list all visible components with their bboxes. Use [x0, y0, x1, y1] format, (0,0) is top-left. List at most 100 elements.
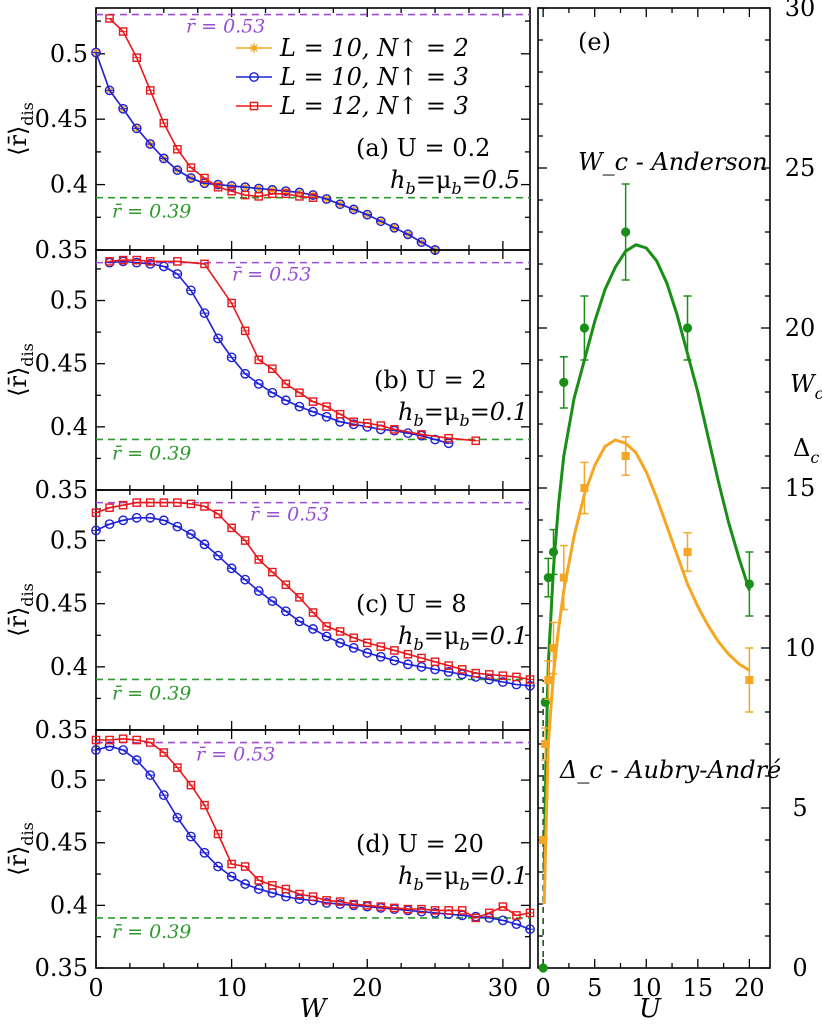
- dc-point: [683, 548, 692, 556]
- panel-b-point: [226, 352, 237, 363]
- panel-a-point: [172, 165, 183, 176]
- wc-points: [538, 183, 754, 973]
- panel-b-point: [280, 395, 291, 406]
- panel-d-point: [253, 884, 264, 894]
- panel-d-ytick-label: 0.5: [50, 766, 88, 794]
- panel-a-point: [416, 237, 427, 248]
- panel-c-point: [186, 529, 196, 540]
- panel-c-point: [321, 631, 332, 642]
- panel-c-ytick-label: 0.5: [50, 527, 88, 555]
- panel-c-point: [158, 515, 169, 526]
- panel-b-ytick-label: 0.4: [50, 413, 88, 441]
- panel-e-ytick-label: 0: [792, 954, 807, 982]
- panel-c-point: [389, 655, 400, 666]
- panel-d-point: [118, 745, 129, 755]
- wc-point: [559, 377, 569, 387]
- panel-c-point: [308, 624, 318, 634]
- panel-d-point: [240, 879, 251, 889]
- panel-a-ytick-label: 0.45: [35, 105, 88, 133]
- panel-c-point: [213, 550, 223, 561]
- dc-point: [549, 644, 558, 652]
- dc-fit-curve: [542, 438, 751, 905]
- panel-d-point: [186, 831, 196, 842]
- panel-d-ytick-label: 0.45: [35, 829, 88, 857]
- panel-a-point: [158, 153, 169, 164]
- panel-d-ref-label-039: r̄ = 0.39: [112, 921, 191, 943]
- panel-b-point: [199, 308, 210, 319]
- dc-point: [539, 836, 548, 844]
- dc-points: [539, 436, 754, 844]
- panel-e-ticks: [538, 7, 770, 969]
- panel-c-ytick-label: 0.4: [50, 653, 88, 681]
- wc-point: [548, 547, 559, 557]
- panel-e-xtick-label: 20: [734, 974, 765, 1002]
- panel-c-point: [497, 677, 508, 687]
- panel-a-y-label: ⟨r̄⟩dis: [4, 102, 37, 156]
- panel-b-y-ticks: [95, 250, 530, 491]
- right-axis-label-dc: Δc: [793, 434, 819, 467]
- panel-c-point: [348, 642, 359, 653]
- wc-point: [540, 697, 550, 708]
- panel-c-label: (c) U = 8: [356, 590, 467, 618]
- dc-point: [580, 484, 589, 492]
- panel-b-point: [294, 401, 305, 412]
- panel-a-point: [362, 209, 373, 220]
- panel-b-point: [267, 387, 278, 398]
- panel-d-point: [511, 919, 522, 930]
- panel-c-point: [240, 574, 251, 585]
- wc-fit-curve: [542, 243, 751, 873]
- legend-label: L = 10, N↑ = 2: [279, 34, 469, 62]
- panel-c-point: [375, 651, 386, 662]
- wc-point: [538, 963, 548, 973]
- panel-a-params: hb=μb=0.5: [390, 166, 520, 198]
- legend-label: L = 10, N↑ = 3: [279, 63, 469, 91]
- panel-d-frame: [95, 729, 531, 969]
- panel-b: 0.35 0.4 0.45 0.5 ⟨r̄⟩dis r̄ = 0.53 r̄ = 0.39 (…: [4, 249, 531, 504]
- panel-a-point: [186, 173, 196, 183]
- wc-point: [543, 573, 553, 583]
- panel-c-point: [294, 616, 305, 627]
- panel-b-point: [213, 333, 223, 344]
- panel-d: 0.35 0.4 0.45 0.5 0 10 20 30 ⟨r̄⟩dis r̄ = 0.53 r̄ …: [4, 729, 535, 1002]
- panel-e-ytick-label: 20: [785, 314, 816, 342]
- panel-c-point: [145, 512, 156, 523]
- panel-d-xtick-label: 20: [352, 974, 383, 1002]
- panel-c-point: [172, 521, 183, 532]
- dc-point: [559, 573, 568, 582]
- panel-a-point: [389, 222, 400, 233]
- panel-c-point: [362, 648, 373, 658]
- panel-d-point: [91, 745, 101, 755]
- panel-d-y-label: ⟨r̄⟩dis: [4, 822, 37, 876]
- panel-c-point: [525, 680, 535, 691]
- wc-point: [744, 579, 754, 589]
- panel-d-point: [226, 871, 237, 882]
- panel-c-point: [199, 539, 210, 550]
- panel-d-y-ticks: [95, 730, 530, 969]
- panel-b-ytick-label: 0.5: [50, 287, 88, 315]
- panel-c-series: [91, 512, 535, 691]
- panel-a-point: [104, 85, 115, 96]
- panel-a-point: [199, 178, 210, 189]
- right-axis-label-wc: Wc: [790, 370, 822, 403]
- panel-b-point: [240, 368, 251, 379]
- dc-point: [541, 740, 550, 748]
- wc-point: [579, 323, 590, 333]
- panel-c-point: [267, 596, 278, 607]
- panel-a-ytick-label: 0.5: [50, 40, 88, 68]
- panel-e-xtick-label: 10: [631, 974, 662, 1002]
- panel-c-point: [416, 661, 427, 672]
- panel-c-point: [443, 666, 454, 677]
- legend-label: L = 12, N↑ = 3: [279, 92, 469, 120]
- panel-c-point: [118, 515, 129, 526]
- panel-b-point: [321, 411, 332, 422]
- x-axis-label-u: U: [639, 994, 662, 1024]
- panel-c-point: [253, 586, 264, 596]
- panel-d-point: [158, 790, 169, 801]
- panel-c-ytick-label: 0.35: [35, 716, 88, 744]
- panel-a-point: [403, 229, 413, 240]
- panel-d-xtick-label: 30: [488, 974, 519, 1002]
- panel-d-ref-label-053: r̄ = 0.53: [196, 744, 275, 766]
- panel-c-point: [484, 674, 495, 685]
- panel-d-point: [145, 770, 156, 780]
- panel-c-point: [280, 606, 291, 617]
